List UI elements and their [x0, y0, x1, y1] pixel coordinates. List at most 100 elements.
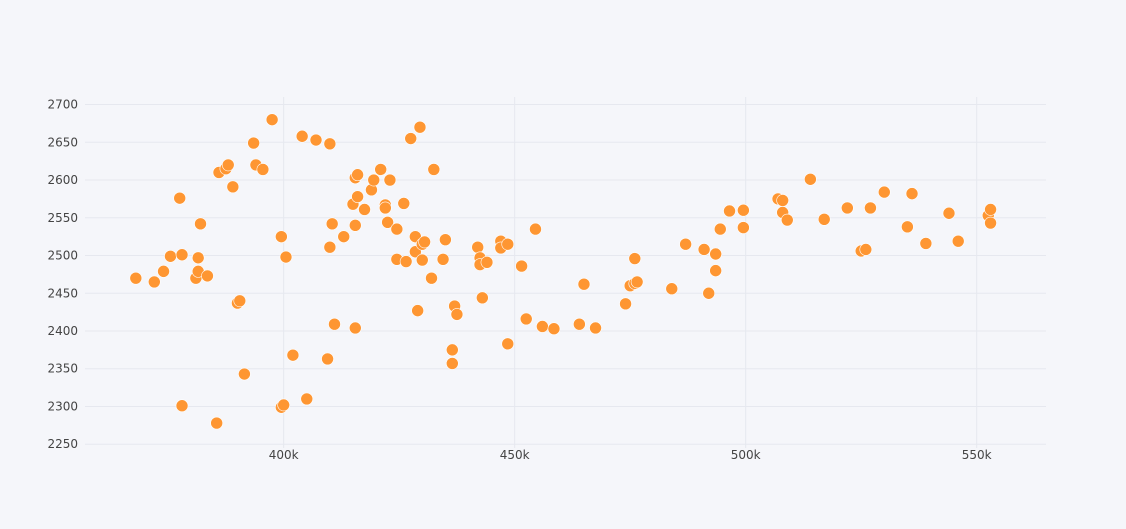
- scatter-point[interactable]: [780, 213, 794, 227]
- scatter-point[interactable]: [247, 136, 260, 150]
- y-tick-label: 2400: [47, 324, 78, 338]
- scatter-point[interactable]: [323, 240, 337, 254]
- scatter-point[interactable]: [148, 275, 161, 289]
- scatter-point[interactable]: [702, 286, 716, 300]
- scatter-point[interactable]: [619, 297, 632, 311]
- scatter-point[interactable]: [238, 367, 251, 381]
- scatter-point[interactable]: [379, 201, 392, 215]
- scatter-point[interactable]: [226, 180, 240, 194]
- scatter-point[interactable]: [628, 252, 642, 265]
- scatter-point[interactable]: [436, 252, 450, 266]
- scatter-point[interactable]: [175, 399, 189, 413]
- scatter-point[interactable]: [709, 264, 722, 277]
- scatter-point[interactable]: [515, 259, 528, 273]
- scatter-point[interactable]: [589, 321, 602, 335]
- scatter-point[interactable]: [383, 173, 397, 187]
- scatter-point[interactable]: [321, 352, 334, 366]
- scatter-point[interactable]: [817, 212, 831, 226]
- scatter-point[interactable]: [415, 253, 429, 267]
- scatter-point[interactable]: [446, 357, 459, 370]
- scatter-point[interactable]: [164, 249, 177, 263]
- scatter-point[interactable]: [418, 235, 431, 249]
- scatter-point[interactable]: [476, 291, 489, 305]
- scatter-point[interactable]: [390, 222, 404, 236]
- scatter-point[interactable]: [348, 321, 362, 335]
- scatter-point[interactable]: [404, 132, 418, 145]
- scatter-point[interactable]: [351, 190, 364, 203]
- scatter-point[interactable]: [277, 398, 290, 412]
- scatter-point[interactable]: [697, 243, 711, 256]
- scatter-point[interactable]: [519, 312, 533, 326]
- scatter-point[interactable]: [723, 204, 736, 218]
- scatter-point[interactable]: [194, 217, 207, 231]
- scatter-point[interactable]: [776, 194, 789, 207]
- scatter-point[interactable]: [630, 275, 644, 289]
- scatter-point[interactable]: [348, 219, 362, 232]
- scatter-point[interactable]: [679, 237, 692, 251]
- scatter-point[interactable]: [221, 158, 235, 172]
- scatter-point[interactable]: [919, 237, 933, 250]
- scatter-point[interactable]: [425, 271, 438, 285]
- scatter-point[interactable]: [328, 317, 341, 331]
- scatter-point[interactable]: [446, 343, 459, 357]
- scatter-point[interactable]: [841, 201, 854, 215]
- scatter-point[interactable]: [210, 416, 223, 430]
- scatter-point[interactable]: [157, 265, 170, 278]
- scatter-point[interactable]: [471, 240, 485, 254]
- scatter-point[interactable]: [286, 348, 300, 362]
- scatter-point[interactable]: [325, 217, 339, 231]
- scatter-point[interactable]: [501, 237, 515, 251]
- scatter-point[interactable]: [337, 230, 351, 243]
- scatter-point[interactable]: [381, 216, 394, 229]
- scatter-point[interactable]: [547, 322, 561, 336]
- scatter-point[interactable]: [201, 269, 214, 283]
- scatter-point[interactable]: [942, 206, 956, 220]
- scatter-point[interactable]: [905, 187, 919, 200]
- scatter-point[interactable]: [265, 113, 279, 126]
- scatter-point[interactable]: [233, 294, 247, 308]
- scatter-point[interactable]: [427, 163, 441, 176]
- scatter-point[interactable]: [984, 216, 997, 230]
- scatter-point[interactable]: [439, 233, 452, 246]
- scatter-point[interactable]: [129, 271, 143, 285]
- y-tick-label: 2700: [47, 98, 78, 112]
- scatter-point[interactable]: [275, 230, 288, 243]
- scatter-point[interactable]: [358, 203, 371, 216]
- scatter-point[interactable]: [737, 221, 750, 234]
- scatter-point[interactable]: [877, 185, 891, 199]
- scatter-point[interactable]: [450, 308, 464, 321]
- scatter-point[interactable]: [191, 251, 205, 265]
- scatter-point[interactable]: [529, 222, 542, 236]
- scatter-point[interactable]: [804, 172, 817, 186]
- scatter-point[interactable]: [309, 133, 323, 147]
- scatter-point[interactable]: [397, 197, 411, 210]
- scatter-point[interactable]: [413, 120, 427, 134]
- scatter-point[interactable]: [665, 282, 679, 296]
- scatter-point[interactable]: [501, 337, 515, 351]
- scatter-point[interactable]: [901, 220, 914, 234]
- scatter-point[interactable]: [951, 234, 965, 248]
- scatter-point[interactable]: [737, 203, 750, 217]
- scatter-point[interactable]: [864, 201, 877, 215]
- scatter-point[interactable]: [175, 248, 189, 262]
- scatter-point[interactable]: [984, 203, 997, 216]
- scatter-point[interactable]: [859, 243, 873, 256]
- scatter-point[interactable]: [374, 163, 387, 176]
- scatter-point[interactable]: [573, 317, 586, 331]
- scatter-point[interactable]: [367, 173, 381, 187]
- scatter-point[interactable]: [295, 129, 309, 143]
- scatter-point[interactable]: [300, 392, 314, 406]
- scatter-point[interactable]: [709, 247, 722, 261]
- scatter-point[interactable]: [713, 222, 727, 236]
- scatter-point[interactable]: [323, 137, 337, 151]
- scatter-point[interactable]: [399, 255, 413, 268]
- scatter-point[interactable]: [480, 256, 494, 269]
- scatter-point[interactable]: [279, 250, 293, 264]
- scatter-point[interactable]: [351, 168, 364, 182]
- scatter-point[interactable]: [173, 191, 187, 205]
- scatter-point[interactable]: [536, 320, 549, 333]
- scatter-point[interactable]: [577, 277, 591, 291]
- scatter-point[interactable]: [256, 163, 270, 176]
- scatter-point[interactable]: [411, 304, 424, 317]
